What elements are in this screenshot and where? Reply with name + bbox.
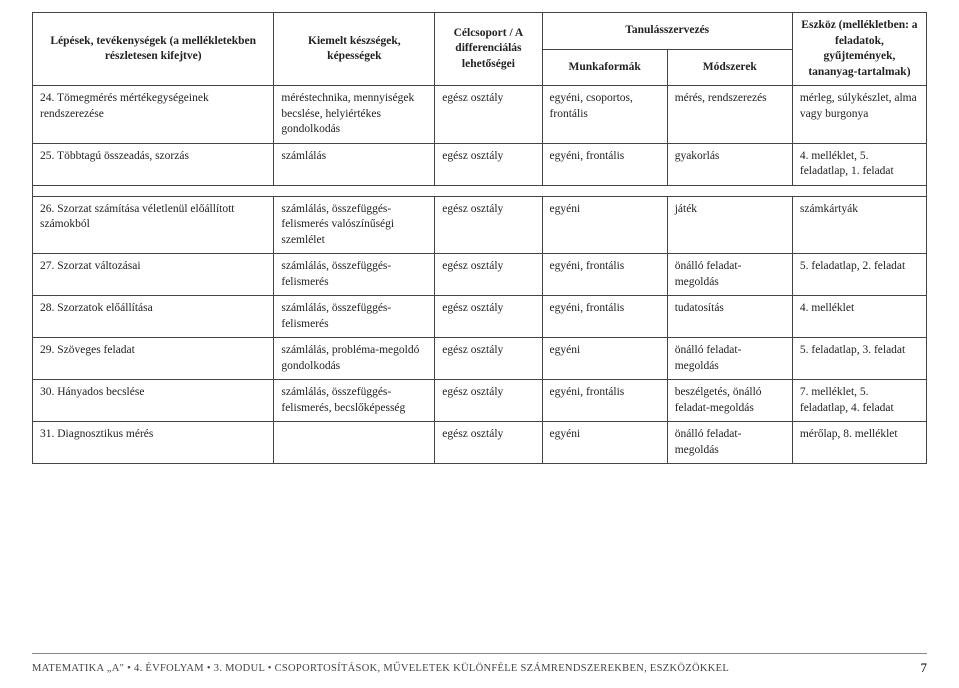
table-cell: méréstechnika, mennyiségek becslése, hel… [274, 86, 435, 144]
table-cell: 28. Szorzatok előállítása [33, 296, 274, 338]
table-cell: egyéni [542, 196, 667, 254]
table-cell [274, 422, 435, 464]
th-skills: Kiemelt készségek, képességek [274, 13, 435, 86]
table-cell: önálló feladat-megoldás [667, 338, 792, 380]
table-row: 24. Tömegmérés mértékegységeinek rendsze… [33, 86, 927, 144]
table-cell: 7. melléklet, 5. feladatlap, 4. feladat [792, 380, 926, 422]
table-cell: egész osztály [435, 296, 542, 338]
curriculum-table: Lépések, tevékenységek (a mellékletekben… [32, 12, 927, 464]
table-cell: 25. Többtagú összeadás, szorzás [33, 143, 274, 185]
table-cell: egész osztály [435, 196, 542, 254]
footer-text: MATEMATIKA „A" • 4. ÉVFOLYAM • 3. MODUL … [32, 663, 729, 674]
page-footer: MATEMATIKA „A" • 4. ÉVFOLYAM • 3. MODUL … [32, 653, 927, 676]
table-cell: mérés, rendszerezés [667, 86, 792, 144]
table-spacer [33, 185, 927, 196]
table-cell: egyéni, frontális [542, 296, 667, 338]
table-cell: egyéni, csoportos, frontális [542, 86, 667, 144]
table-cell: mérőlap, 8. melléklet [792, 422, 926, 464]
table-cell: egész osztály [435, 338, 542, 380]
table-cell: 31. Diagnosztikus mérés [33, 422, 274, 464]
table-cell: 4. melléklet [792, 296, 926, 338]
spacer-cell [33, 185, 927, 196]
table-cell: számlálás, összefüggés-felismerés valósz… [274, 196, 435, 254]
table-cell: 5. feladatlap, 2. feladat [792, 254, 926, 296]
table-cell: gyakorlás [667, 143, 792, 185]
page-container: Lépések, tevékenységek (a mellékletekben… [0, 0, 959, 464]
table-cell: számlálás, probléma-megoldó gondolkodás [274, 338, 435, 380]
table-cell: mérleg, súlykészlet, alma vagy burgonya [792, 86, 926, 144]
th-target: Célcsoport / A differenciálás lehetősége… [435, 13, 542, 86]
table-cell: számlálás, összefüggés-felismerés [274, 296, 435, 338]
table-cell: játék [667, 196, 792, 254]
table-cell: egész osztály [435, 422, 542, 464]
table-cell: egyéni, frontális [542, 380, 667, 422]
table-row: 29. Szöveges feladatszámlálás, probléma-… [33, 338, 927, 380]
table-cell: 5. feladatlap, 3. feladat [792, 338, 926, 380]
table-cell: önálló feladat-megoldás [667, 422, 792, 464]
table-row: 27. Szorzat változásaiszámlálás, összefü… [33, 254, 927, 296]
table-row: 31. Diagnosztikus mérés egész osztályegyé… [33, 422, 927, 464]
table-row: 28. Szorzatok előállításaszámlálás, össz… [33, 296, 927, 338]
th-workforms: Munkaformák [542, 49, 667, 86]
table-cell: számlálás, összefüggés-felismerés [274, 254, 435, 296]
page-number: 7 [921, 660, 928, 676]
table-cell: 24. Tömegmérés mértékegységeinek rendsze… [33, 86, 274, 144]
table-cell: 29. Szöveges feladat [33, 338, 274, 380]
th-steps: Lépések, tevékenységek (a mellékletekben… [33, 13, 274, 86]
table-row: 30. Hányados becsléseszámlálás, összefüg… [33, 380, 927, 422]
table-cell: egyéni [542, 422, 667, 464]
table-body-a: 24. Tömegmérés mértékegységeinek rendsze… [33, 86, 927, 186]
table-row: 26. Szorzat számítása véletlenül előállí… [33, 196, 927, 254]
table-body-b: 26. Szorzat számítása véletlenül előállí… [33, 196, 927, 464]
table-cell: egész osztály [435, 143, 542, 185]
table-cell: számlálás [274, 143, 435, 185]
th-methods: Módszerek [667, 49, 792, 86]
th-organization: Tanulásszervezés [542, 13, 792, 50]
table-cell: tudatosítás [667, 296, 792, 338]
table-cell: beszélgetés, önálló feladat-megoldás [667, 380, 792, 422]
table-cell: egyéni [542, 338, 667, 380]
footer-text-b: 3. MODUL • CSOPORTOSÍTÁSOK, MŰVELETEK KÜ… [214, 663, 729, 674]
table-cell: egyéni, frontális [542, 254, 667, 296]
table-row: 25. Többtagú összeadás, szorzásszámlálás… [33, 143, 927, 185]
table-cell: számlálás, összefüggés-felismerés, becsl… [274, 380, 435, 422]
table-cell: egész osztály [435, 86, 542, 144]
table-cell: 27. Szorzat változásai [33, 254, 274, 296]
table-cell: 26. Szorzat számítása véletlenül előállí… [33, 196, 274, 254]
footer-text-a: MATEMATIKA „A" • 4. ÉVFOLYAM • [32, 663, 214, 674]
table-cell: egész osztály [435, 254, 542, 296]
table-cell: egész osztály [435, 380, 542, 422]
table-cell: számkártyák [792, 196, 926, 254]
th-tools: Eszköz (mellékletben: a feladatok, gyűjt… [792, 13, 926, 86]
table-cell: 4. melléklet, 5. feladatlap, 1. feladat [792, 143, 926, 185]
table-header: Lépések, tevékenységek (a mellékletekben… [33, 13, 927, 86]
table-cell: 30. Hányados becslése [33, 380, 274, 422]
table-cell: önálló feladat-megoldás [667, 254, 792, 296]
table-cell: egyéni, frontális [542, 143, 667, 185]
